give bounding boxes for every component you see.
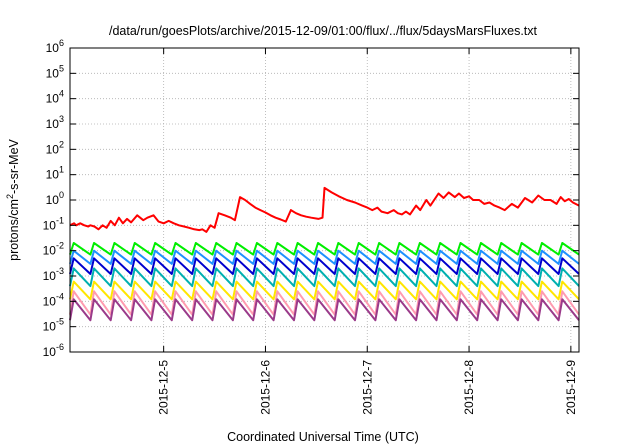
y-tick-label-exp: 4 [59, 89, 64, 99]
x-tick-label: 2015-12-8 [462, 360, 476, 415]
y-tick-label: 10-4 [43, 291, 64, 308]
y-tick-label-exp: -1 [56, 215, 64, 225]
y-tick-label-base: 10 [46, 117, 60, 131]
y-tick-label-base: 10 [46, 168, 60, 182]
y-tick-label-exp: -3 [56, 266, 64, 276]
y-tick-label-base: 10 [43, 345, 57, 359]
series-line-8 [69, 298, 580, 322]
y-tick-label-base: 10 [46, 41, 60, 55]
series-line-5 [69, 267, 580, 288]
series-line-3 [69, 249, 580, 265]
y-tick-label-exp: 1 [59, 165, 64, 175]
y-tick-label-exp: 2 [59, 139, 64, 149]
y-tick-label-exp: -4 [56, 291, 64, 301]
chart-title: /data/run/goesPlots/archive/2015-12-09/0… [109, 24, 538, 38]
x-tick-label: 2015-12-5 [157, 360, 171, 415]
x-tick-label: 2015-12-7 [360, 360, 374, 415]
y-axis-label-exp: 2 [5, 194, 15, 199]
y-tick-label-base: 10 [43, 244, 57, 258]
x-axis-label: Coordinated Universal Time (UTC) [227, 430, 419, 444]
y-tick-label: 103 [46, 114, 64, 131]
y-tick-label-exp: 6 [59, 38, 64, 48]
y-tick-label-exp: -6 [56, 342, 64, 352]
y-tick-label-exp: 3 [59, 114, 64, 124]
series-line-1 [69, 186, 580, 233]
y-axis-label: protons/cm2-s-sr-MeV [5, 138, 21, 260]
y-tick-label: 101 [46, 165, 64, 182]
y-tick-label: 10-3 [43, 266, 64, 283]
y-tick-label-exp: 0 [59, 190, 64, 200]
y-tick-label: 104 [46, 89, 64, 106]
series-line-2 [69, 242, 580, 256]
y-tick-label: 10-6 [43, 342, 64, 359]
y-tick-label: 10-2 [43, 241, 64, 258]
x-axis: 2015-12-5 2015-12-6 2015-12-7 2015-12-8 2015… [157, 48, 578, 415]
y-tick-label: 106 [46, 38, 64, 55]
y-tick-label-base: 10 [43, 320, 57, 334]
series-group [69, 186, 580, 322]
y-tick-label: 10-5 [43, 317, 64, 334]
y-tick-label-base: 10 [43, 294, 57, 308]
y-axis-label-rest: -s-sr-MeV [7, 138, 21, 194]
y-tick-label-base: 10 [43, 218, 57, 232]
y-tick-label: 105 [46, 63, 64, 80]
y-tick-label-base: 10 [46, 66, 60, 80]
y-tick-label-exp: 5 [59, 63, 64, 73]
y-tick-label: 10-1 [43, 215, 64, 232]
y-tick-label-base: 10 [46, 92, 60, 106]
y-axis-label-main: protons/cm [7, 199, 21, 261]
y-tick-label-base: 10 [46, 193, 60, 207]
series-line-6 [69, 280, 580, 301]
series-line-7 [69, 290, 580, 316]
y-tick-label-base: 10 [46, 142, 60, 156]
x-tick-label: 2015-12-6 [258, 360, 272, 415]
x-tick-label: 2015-12-9 [564, 360, 578, 415]
y-tick-label-base: 10 [43, 269, 57, 283]
y-tick-label-exp: -5 [56, 317, 64, 327]
y-tick-label: 100 [46, 190, 64, 207]
y-axis: 10-610-510-410-310-210-11001011021031041… [43, 38, 579, 359]
y-tick-label: 102 [46, 139, 64, 156]
y-tick-label-exp: -2 [56, 241, 64, 251]
series-line-4 [69, 257, 580, 275]
